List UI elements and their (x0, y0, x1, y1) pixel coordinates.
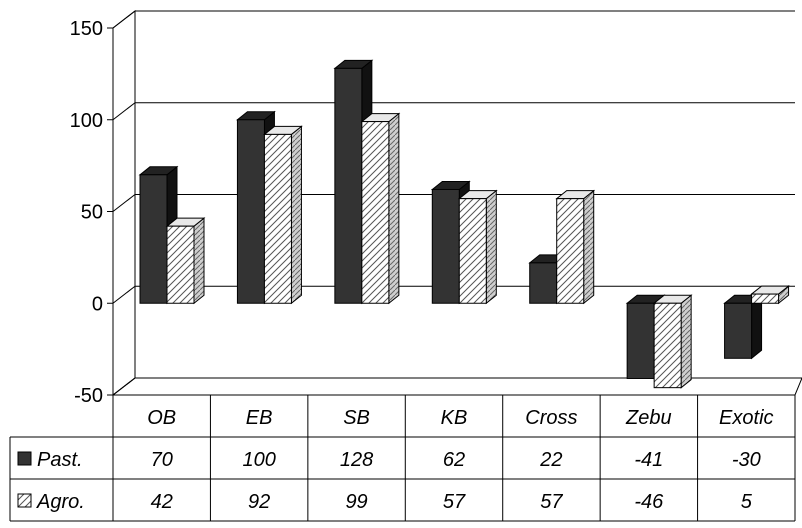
legend-label: Past. (37, 449, 83, 471)
y-tick-label: 0 (92, 293, 103, 315)
floor (111, 377, 802, 396)
category-label: OB (147, 407, 176, 429)
table-value: 57 (540, 491, 563, 513)
table-value: 62 (443, 449, 465, 471)
bar-face (556, 198, 585, 304)
data-table: OB EB SB KB Cross Zebu Exotic Past. 70 100 128 62 22… (9, 394, 796, 522)
table-value: -46 (634, 491, 664, 513)
bar-face (724, 302, 753, 359)
bar-face (431, 188, 460, 304)
table-value: 92 (248, 491, 270, 513)
bar-agro-kb (457, 189, 498, 305)
legend-key-agro (17, 493, 32, 508)
bar-side (388, 112, 400, 305)
category-label: Zebu (625, 407, 672, 429)
category-label: SB (343, 407, 370, 429)
bar-side (751, 294, 763, 360)
bar-face (653, 302, 682, 389)
bar-past-exotic (723, 294, 763, 360)
bar-side (485, 189, 497, 305)
bars (138, 59, 790, 389)
category-label: Cross (525, 407, 577, 429)
category-label: EB (246, 407, 273, 429)
bar-agro-ob (165, 217, 206, 305)
table-value: 70 (151, 449, 173, 471)
bar-side (290, 125, 302, 305)
bar-face (236, 119, 265, 304)
table-value: -41 (634, 449, 663, 471)
bar-side (680, 294, 692, 389)
table-value: 128 (340, 449, 373, 471)
bar-face (626, 302, 655, 379)
bar-face (166, 225, 195, 304)
table-value: -30 (732, 449, 761, 471)
bar-face (334, 67, 363, 304)
bar-side (583, 189, 595, 305)
category-label: Exotic (719, 407, 773, 429)
category-label: KB (441, 407, 468, 429)
bar-face (139, 174, 168, 304)
table-value: 22 (539, 449, 562, 471)
y-tick-label: 150 (70, 18, 103, 40)
legend-key-past (17, 451, 32, 466)
gridline-side (112, 377, 136, 396)
bar-face (529, 262, 558, 304)
gridline-side (112, 102, 136, 121)
table-value: 99 (345, 491, 367, 513)
table-value: 42 (151, 491, 173, 513)
legend-label: Agro. (36, 491, 85, 513)
bar-agro-cross (555, 189, 596, 305)
table-value: 57 (443, 491, 466, 513)
y-tick-label: 50 (81, 202, 103, 224)
bar-face (458, 198, 487, 304)
bar-agro-exotic (750, 285, 790, 305)
gridline-side (112, 10, 136, 29)
gridline-side (112, 194, 136, 212)
y-axis: 150 100 50 0 -50 (70, 11, 136, 407)
y-tick-label: -50 (74, 385, 103, 407)
bar-agro-sb (360, 112, 401, 305)
bar-face (361, 121, 390, 304)
bar-face (263, 133, 292, 304)
bar-side (193, 217, 205, 305)
bar-agro-eb (263, 125, 303, 305)
bar-face (751, 293, 780, 304)
table-value: 100 (242, 449, 275, 471)
y-tick-label: 100 (70, 110, 103, 132)
bar-agro-zebu (652, 294, 693, 389)
gridline-side (112, 285, 136, 304)
table-value: 5 (741, 491, 753, 513)
